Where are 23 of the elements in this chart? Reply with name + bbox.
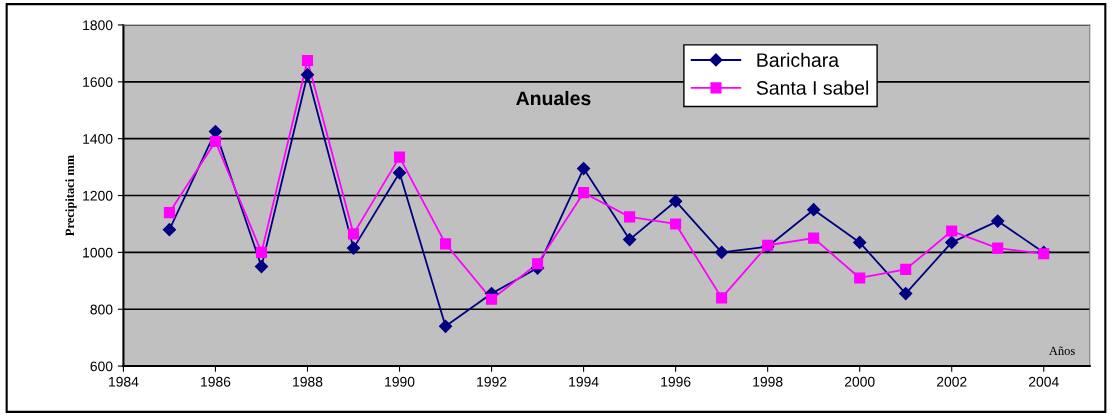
x-tick-label: 1998 [753, 376, 783, 387]
x-tick-label: 1994 [569, 376, 599, 387]
y-tick-label: 1200 [83, 190, 113, 201]
y-tick-label: 1000 [83, 247, 113, 258]
legend-label: Barichara [757, 52, 840, 67]
x-tick-label: 1984 [109, 376, 139, 387]
x-tick-label: 1992 [477, 376, 507, 387]
x-tick-label: 2004 [1029, 376, 1059, 387]
y-tick-label: 800 [90, 304, 113, 315]
x-tick-label: 2000 [844, 376, 875, 387]
legend-label: Santa I sabel [756, 80, 869, 95]
y-tick-label: 1800 [83, 20, 113, 31]
x-axis-title: Años [1049, 346, 1075, 356]
x-tick-label: 1988 [293, 376, 323, 387]
x-tick-label: 1986 [201, 376, 231, 387]
y-tick-label: 600 [90, 361, 113, 372]
text: Anuales [516, 90, 591, 106]
y-tick-label: 1600 [83, 77, 113, 87]
y-axis-title: Precipitaci mm [65, 155, 77, 236]
x-tick-label: 1990 [385, 376, 415, 387]
y-tick-label: 1400 [83, 134, 113, 144]
x-tick-label: 2002 [936, 376, 967, 387]
x-tick-label: 1996 [661, 376, 691, 387]
